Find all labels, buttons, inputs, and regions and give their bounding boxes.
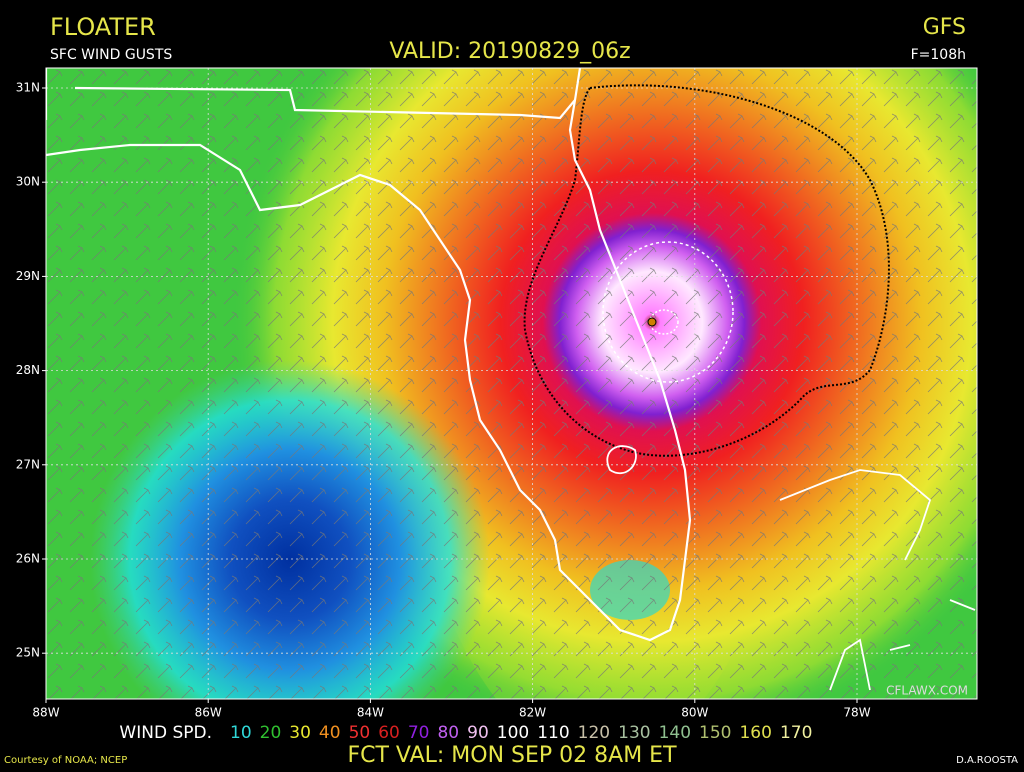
- legend-level: 150: [699, 723, 731, 743]
- lon-label: 80W: [681, 706, 708, 720]
- legend-label: WIND SPD.: [119, 723, 212, 743]
- legend-level: 50: [349, 723, 371, 743]
- legend-level: 10: [230, 723, 252, 743]
- lon-label: 88W: [32, 706, 59, 720]
- legend-level: 130: [618, 723, 650, 743]
- legend-level: 40: [319, 723, 341, 743]
- legend-level: 20: [260, 723, 282, 743]
- subtitle: SFC WIND GUSTS: [50, 47, 172, 63]
- credit-right: D.A.ROOSTA: [956, 755, 1018, 766]
- model: GFS: [923, 15, 966, 40]
- legend-level: 30: [289, 723, 311, 743]
- lat-label: 30N: [16, 175, 40, 189]
- title: FLOATER: [50, 13, 156, 41]
- legend-level: 100: [497, 723, 529, 743]
- lon-label: 84W: [357, 706, 384, 720]
- footer-valid: FCT VAL: MON SEP 02 8AM ET: [347, 743, 677, 768]
- lat-label: 28N: [16, 363, 40, 377]
- legend-level: 170: [780, 723, 812, 743]
- legend: 10 20 30 40 50 60 70 80 90 100 110 120 130 140 150 160 1…: [230, 723, 812, 743]
- legend-level: 160: [739, 723, 771, 743]
- legend-level: 80: [437, 723, 459, 743]
- valid-time: VALID: 20190829_06z: [389, 39, 630, 64]
- lon-label: 78W: [843, 706, 870, 720]
- lat-label: 25N: [16, 646, 40, 660]
- legend-level: 90: [467, 723, 489, 743]
- legend-level: 70: [408, 723, 430, 743]
- lat-label: 29N: [16, 269, 40, 283]
- legend-level: 60: [378, 723, 400, 743]
- credit-left: Courtesy of NOAA; NCEP: [4, 755, 127, 766]
- map-field: [46, 68, 977, 699]
- lon-label: 82W: [519, 706, 546, 720]
- legend-level: 110: [537, 723, 569, 743]
- legend-level: 140: [659, 723, 691, 743]
- lat-label: 26N: [16, 552, 40, 566]
- forecast-hour: F=108h: [911, 47, 966, 63]
- watermark: CFLAWX.COM: [886, 684, 968, 698]
- lon-label: 86W: [195, 706, 222, 720]
- lat-label: 31N: [16, 81, 40, 95]
- lat-label: 27N: [16, 457, 40, 471]
- legend-level: 120: [578, 723, 610, 743]
